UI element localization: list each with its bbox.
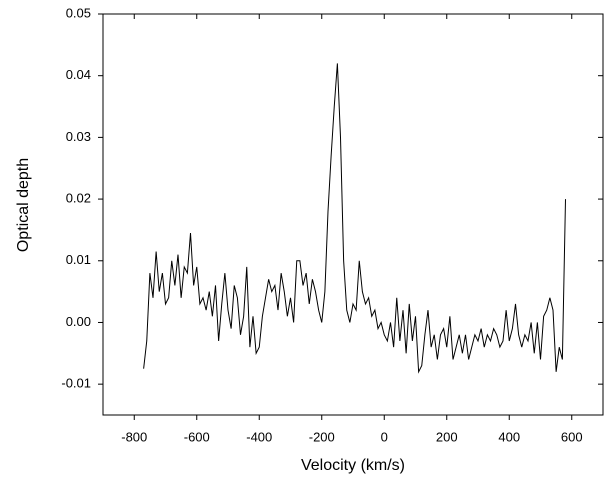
y-tick-label: 0.03 — [66, 129, 91, 144]
x-tick-label: 400 — [498, 429, 520, 444]
x-axis-label: Velocity (km/s) — [301, 457, 405, 474]
plot-frame — [102, 13, 604, 416]
y-tick-label: 0.05 — [66, 5, 91, 20]
x-tick-label: 600 — [561, 429, 583, 444]
x-tick-label: -800 — [121, 429, 147, 444]
x-tick-label: -200 — [309, 429, 335, 444]
x-tick-label: 200 — [436, 429, 458, 444]
x-tick-label: -400 — [246, 429, 272, 444]
data-line — [143, 63, 566, 374]
y-tick-label: 0.04 — [66, 67, 91, 82]
x-tick-label: -600 — [184, 429, 210, 444]
y-tick-label: 0.00 — [66, 314, 91, 329]
y-axis-label: Optical depth — [15, 158, 32, 252]
y-tick-label: 0.01 — [66, 252, 91, 267]
y-tick-label: 0.02 — [66, 191, 91, 206]
y-tick-label: -0.01 — [61, 376, 91, 391]
x-tick-label: 0 — [381, 429, 388, 444]
